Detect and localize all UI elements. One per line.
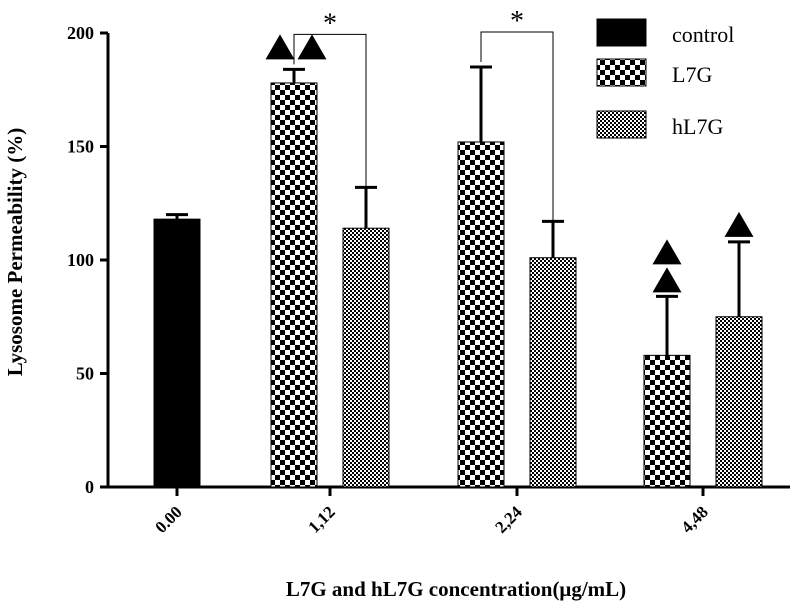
bar-hL7G-2: [529, 257, 577, 488]
y-axis: 0 50 100 150 200: [67, 23, 110, 497]
bars: [153, 82, 763, 488]
triangle-marker-2: [724, 211, 754, 237]
legend-label-1: L7G: [672, 62, 712, 87]
bar-L7G-3: [643, 354, 691, 488]
triangle-marker-1-a: [652, 267, 682, 293]
bar-L7G-1: [270, 82, 318, 488]
triangle-marker-1-b: [652, 239, 682, 265]
x-tick-label: 0.00: [151, 502, 185, 536]
legend-label-0: control: [672, 22, 734, 47]
y-tick-label: 50: [76, 364, 94, 384]
legend-swatch-1: [596, 58, 647, 87]
significance-star-1: *: [510, 6, 524, 37]
legend-label-2: hL7G: [672, 114, 723, 139]
x-tick-label: 2,24: [491, 502, 526, 537]
x-tick-label: 1,12: [304, 502, 338, 536]
x-axis: 0.00 1,12 2,24 4,48: [106, 485, 790, 537]
bar-hL7G-1: [342, 227, 390, 488]
legend-swatch-0: [596, 18, 647, 47]
triangle-marker-0-b: [297, 34, 327, 60]
significance-markers: [265, 34, 754, 293]
legend: control L7G hL7G: [596, 18, 734, 139]
y-axis-label: Lysosome Permeability (%): [3, 128, 27, 376]
x-tick-label: 4,48: [677, 502, 711, 536]
bar-control-0: [153, 218, 201, 488]
bar-hL7G-3: [715, 316, 763, 488]
triangle-marker-0-a: [265, 34, 295, 60]
significance-bracket-1: [480, 31, 554, 255]
x-axis-label: L7G and hL7G concentration(μg/mL): [286, 577, 626, 601]
legend-swatch-2: [596, 110, 647, 139]
y-tick-label: 0: [85, 477, 94, 497]
significance-brackets: * *: [293, 6, 554, 255]
y-tick-label: 200: [67, 23, 94, 43]
y-tick-label: 150: [67, 137, 94, 157]
bar-L7G-2: [457, 141, 505, 488]
significance-bracket-0: [293, 33, 367, 226]
y-tick-label: 100: [67, 250, 94, 270]
significance-star-0: *: [323, 8, 337, 39]
